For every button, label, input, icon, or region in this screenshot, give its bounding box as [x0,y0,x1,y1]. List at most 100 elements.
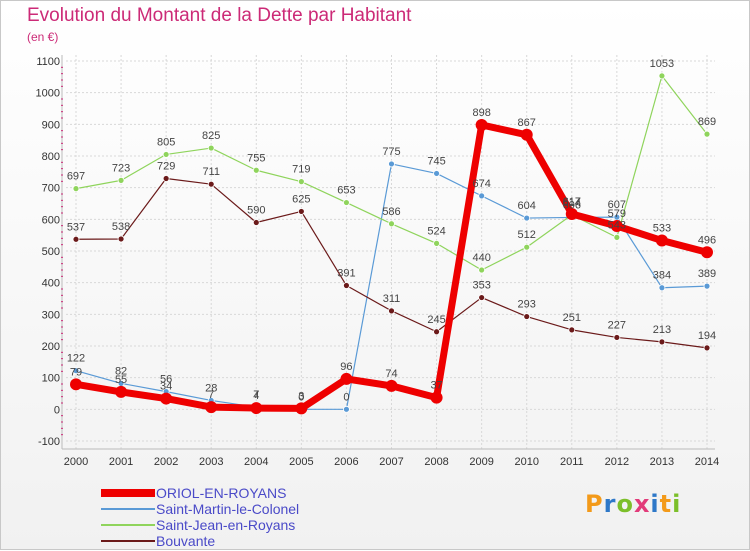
series-layer [70,72,713,415]
x-tick-label: 2011 [560,456,584,468]
data-label-saint-martin-le-colonel: 0 [343,391,349,403]
data-point-saint-martin-le-colonel [72,367,80,375]
legend-swatch [101,540,155,542]
data-point-bouvante [162,175,170,182]
data-label-saint-martin-le-colonel: 384 [653,270,671,282]
y-tick-label: 1100 [36,56,60,68]
data-label-saint-martin-le-colonel: 82 [115,365,127,377]
x-tick-label: 2013 [650,456,674,468]
data-label-oriol-en-royans: 74 [385,368,397,380]
axes: -100010020030040050060070080090010001100… [36,55,719,468]
data-label-bouvante: 194 [698,330,716,342]
y-tick-label: 400 [42,278,60,290]
data-label-saint-jean-en-royans: 440 [472,252,490,264]
legend-label: ORIOL-EN-ROYANS [156,485,287,501]
y-tick-label: 1000 [36,88,60,100]
data-label-bouvante: 245 [427,314,445,326]
data-point-oriol-en-royans [430,391,443,404]
logo-letter: i [672,490,682,518]
x-tick-label: 2007 [379,456,403,468]
data-label-oriol-en-royans: 898 [472,107,490,119]
data-point-oriol-en-royans [205,401,218,414]
logo-letter: r [603,490,617,518]
data-label-saint-martin-le-colonel: 606 [563,199,581,211]
data-label-saint-martin-le-colonel: 0 [298,391,304,403]
data-point-saint-jean-en-royans [478,266,486,274]
data-label-bouvante: 213 [653,324,671,336]
data-point-bouvante [703,344,711,352]
x-tick-label: 2014 [695,456,719,468]
y-tick-label: 600 [42,214,60,226]
data-label-saint-martin-le-colonel: 674 [472,178,490,190]
data-label-saint-jean-en-royans: 543 [608,219,626,231]
data-point-saint-martin-le-colonel [478,192,486,200]
data-point-oriol-en-royans [565,207,578,220]
data-point-saint-jean-en-royans [703,130,711,138]
data-label-saint-jean-en-royans: 653 [337,185,355,197]
data-point-saint-jean-en-royans [117,176,125,184]
data-label-bouvante: 711 [202,166,220,178]
data-label-saint-martin-le-colonel: 607 [608,199,626,211]
y-tick-label: 700 [42,183,60,195]
data-label-saint-martin-le-colonel: 604 [518,200,536,212]
data-point-oriol-en-royans [340,372,353,385]
data-label-bouvante: 537 [67,221,85,233]
data-point-saint-jean-en-royans [388,220,395,228]
x-tick-label: 2008 [424,456,448,468]
data-point-oriol-en-royans [475,118,488,131]
x-tick-label: 2009 [469,456,493,468]
data-point-bouvante [478,294,486,301]
data-label-oriol-en-royans: 34 [160,381,172,393]
data-label-bouvante: 729 [157,160,175,172]
data-point-saint-jean-en-royans [433,239,440,247]
x-tick-label: 2010 [514,456,538,468]
data-point-bouvante [72,235,80,243]
data-point-bouvante [523,313,531,320]
y-tick-label: 500 [42,246,60,258]
data-point-saint-jean-en-royans [613,233,621,241]
data-point-saint-jean-en-royans [72,185,80,193]
data-label-bouvante: 353 [472,280,490,292]
data-point-oriol-en-royans [295,402,308,415]
data-label-oriol-en-royans: 3 [298,390,304,402]
data-label-bouvante: 251 [563,312,581,324]
proxiti-logo: Proxiti [585,490,681,518]
data-label-oriol-en-royans: 867 [518,117,536,129]
data-label-saint-jean-en-royans: 755 [247,152,265,164]
data-label-bouvante: 625 [292,193,310,205]
data-label-saint-martin-le-colonel: 7 [253,389,259,401]
data-point-oriol-en-royans [70,378,82,391]
x-tick-label: 2004 [244,456,268,468]
data-point-saint-martin-le-colonel [433,170,440,177]
data-point-bouvante [433,328,440,336]
data-label-oriol-en-royans: 533 [653,223,671,235]
data-label-oriol-en-royans: 7 [208,389,214,401]
data-label-saint-jean-en-royans: 1053 [650,58,674,70]
data-point-oriol-en-royans [250,402,263,415]
legend-label: Saint-Martin-le-Colonel [156,501,300,517]
data-label-oriol-en-royans: 617 [563,196,581,208]
data-point-bouvante [252,219,260,226]
x-tick-label: 2001 [109,456,133,468]
data-point-bouvante [658,338,666,346]
data-point-saint-martin-le-colonel [658,284,666,292]
legend-swatch [101,489,155,497]
data-point-saint-jean-en-royans [658,72,666,80]
data-label-saint-jean-en-royans: 805 [157,136,175,148]
data-point-saint-martin-le-colonel [388,160,395,168]
data-label-saint-jean-en-royans: 697 [67,171,85,183]
data-point-bouvante [613,334,621,341]
data-point-saint-jean-en-royans [297,178,305,186]
data-label-saint-jean-en-royans: 825 [202,130,220,142]
data-label-saint-jean-en-royans: 614 [563,197,581,209]
data-label-saint-martin-le-colonel: 389 [698,268,716,280]
legend-swatch [101,524,155,526]
logo-letter: P [585,490,604,518]
data-label-bouvante: 227 [608,319,626,331]
data-label-saint-martin-le-colonel: 775 [382,146,400,158]
x-tick-label: 2012 [605,456,629,468]
y-tick-label: 800 [42,151,60,163]
data-label-saint-jean-en-royans: 586 [382,206,400,218]
